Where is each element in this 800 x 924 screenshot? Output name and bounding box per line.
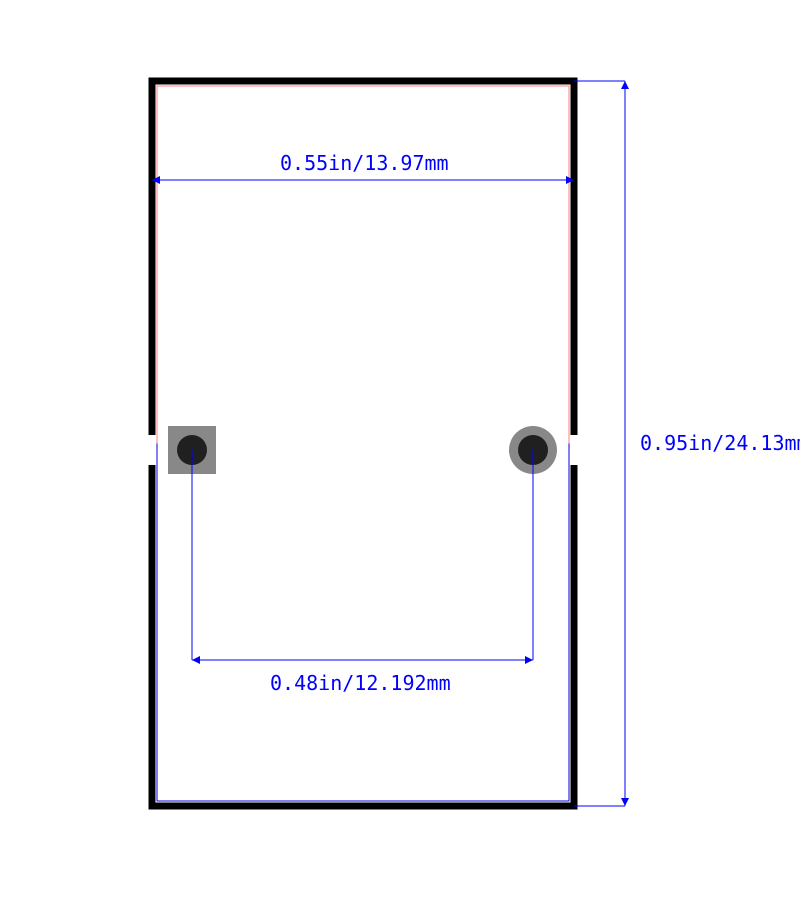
dim-pitch-label: 0.48in/12.192mm [270,671,451,695]
dim-width-label: 0.55in/13.97mm [280,151,449,175]
outline-top [149,78,578,85]
canvas-bg [0,0,800,924]
outline-bottom [149,803,578,810]
technical-drawing: 0.55in/13.97mm 0.95in/24.13mm 0.48in/12.19… [0,0,800,924]
dim-height-label: 0.95in/24.13mm [640,431,800,455]
